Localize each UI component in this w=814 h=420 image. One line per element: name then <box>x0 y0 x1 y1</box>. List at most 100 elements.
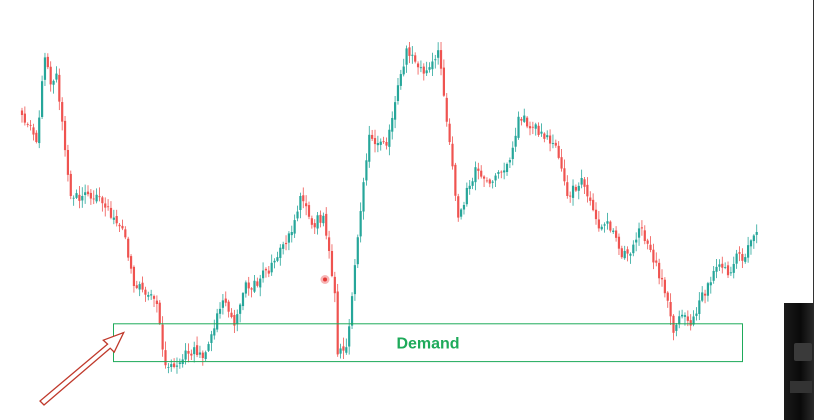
candle-bearish <box>520 118 523 121</box>
candle-bullish <box>261 270 265 279</box>
candle-bullish <box>468 185 471 190</box>
candle-bearish <box>609 221 612 231</box>
candle-bullish <box>580 178 583 185</box>
candle-bearish <box>256 281 259 286</box>
candle-bullish <box>437 50 440 58</box>
candle-bearish <box>135 285 138 288</box>
candle-bearish <box>327 237 331 251</box>
candle-bullish <box>150 294 153 296</box>
candle-bearish <box>129 256 133 269</box>
candle-bullish <box>755 232 758 235</box>
candle-bearish <box>658 262 661 279</box>
candle-bearish <box>233 315 236 326</box>
candle-bearish <box>173 363 176 367</box>
candle-bullish <box>316 215 319 229</box>
candle-bullish <box>204 352 207 359</box>
candle-bullish <box>419 67 423 69</box>
candle-bearish <box>32 127 35 135</box>
candle-bullish <box>359 211 362 237</box>
candle-bullish <box>362 182 365 212</box>
candle-bullish <box>287 233 291 243</box>
candle-bullish <box>112 217 115 220</box>
candle-bearish <box>158 302 161 324</box>
candle-bearish <box>649 244 652 250</box>
candle-bullish <box>534 124 537 129</box>
candle-bullish <box>299 196 302 211</box>
candle-bearish <box>333 276 336 294</box>
candle-bearish <box>310 218 313 225</box>
candle-bullish <box>95 194 98 202</box>
candle-bullish <box>239 304 242 314</box>
candle-bullish <box>577 185 580 191</box>
candle-bullish <box>735 253 738 264</box>
candle-bullish <box>394 102 397 120</box>
candle-bullish <box>706 283 710 296</box>
candle-bearish <box>689 320 692 326</box>
candle-bearish <box>451 143 454 167</box>
candle-bullish <box>411 54 414 56</box>
candle-bullish <box>517 116 520 138</box>
candle-bearish <box>302 195 305 202</box>
candle-bullish <box>75 193 78 198</box>
candle-bullish <box>210 334 213 343</box>
candle-bearish <box>336 291 339 355</box>
candle-bearish <box>267 270 270 274</box>
candle-bearish <box>264 268 268 271</box>
candle-bullish <box>273 260 276 263</box>
candle-bullish <box>635 239 638 243</box>
candle-bearish <box>23 113 26 123</box>
candle-bullish <box>603 224 606 226</box>
candle-bearish <box>482 176 486 179</box>
candle-bullish <box>623 250 626 259</box>
candle-bullish <box>471 181 474 186</box>
candle-bearish <box>190 353 193 356</box>
candle-bullish <box>698 300 701 314</box>
candle-bearish <box>643 230 646 241</box>
candle-bearish <box>566 182 569 196</box>
candle-bearish <box>29 124 32 126</box>
candle-bearish <box>121 225 124 229</box>
candle-bearish <box>58 74 61 102</box>
candle-bullish <box>709 282 712 286</box>
candle-bearish <box>307 205 311 217</box>
candle-bullish <box>505 163 509 173</box>
candle-bearish <box>195 345 199 356</box>
candle-bullish <box>218 308 222 314</box>
candle-bullish <box>207 344 210 351</box>
candle-bearish <box>620 248 623 258</box>
candle-bearish <box>20 110 24 115</box>
candle-bullish <box>712 270 715 281</box>
candle-bearish <box>592 199 595 211</box>
candle-bearish <box>721 263 724 268</box>
candle-bullish <box>43 57 47 80</box>
candle-bearish <box>414 55 417 62</box>
candle-bearish <box>614 230 618 238</box>
candle-bearish <box>127 238 130 258</box>
candle-bearish <box>63 120 67 151</box>
candle-bearish <box>132 266 136 286</box>
candle-bullish <box>747 245 750 258</box>
candle-bullish <box>637 228 641 238</box>
candle-bearish <box>480 170 483 177</box>
candle-bearish <box>537 125 540 135</box>
candle-bearish <box>439 50 443 69</box>
candle-bullish <box>253 280 256 292</box>
candle-bullish <box>571 185 575 198</box>
candle-bullish <box>184 350 187 360</box>
candle-bearish <box>557 145 560 158</box>
candle-bearish <box>247 282 250 289</box>
candle-bullish <box>606 221 609 224</box>
candle-bearish <box>101 197 104 204</box>
candle-bullish <box>290 232 293 236</box>
candle-bullish <box>175 365 179 367</box>
candle-bullish <box>715 266 718 272</box>
candle-bearish <box>35 132 38 142</box>
candle-bullish <box>221 300 224 308</box>
demand-zone-label: Demand <box>396 336 459 353</box>
candle-bullish <box>508 160 511 163</box>
candle-bearish <box>669 302 672 317</box>
candle-bullish <box>270 262 273 273</box>
video-thumbnail-corner <box>784 303 814 420</box>
candle-bullish <box>431 61 434 70</box>
